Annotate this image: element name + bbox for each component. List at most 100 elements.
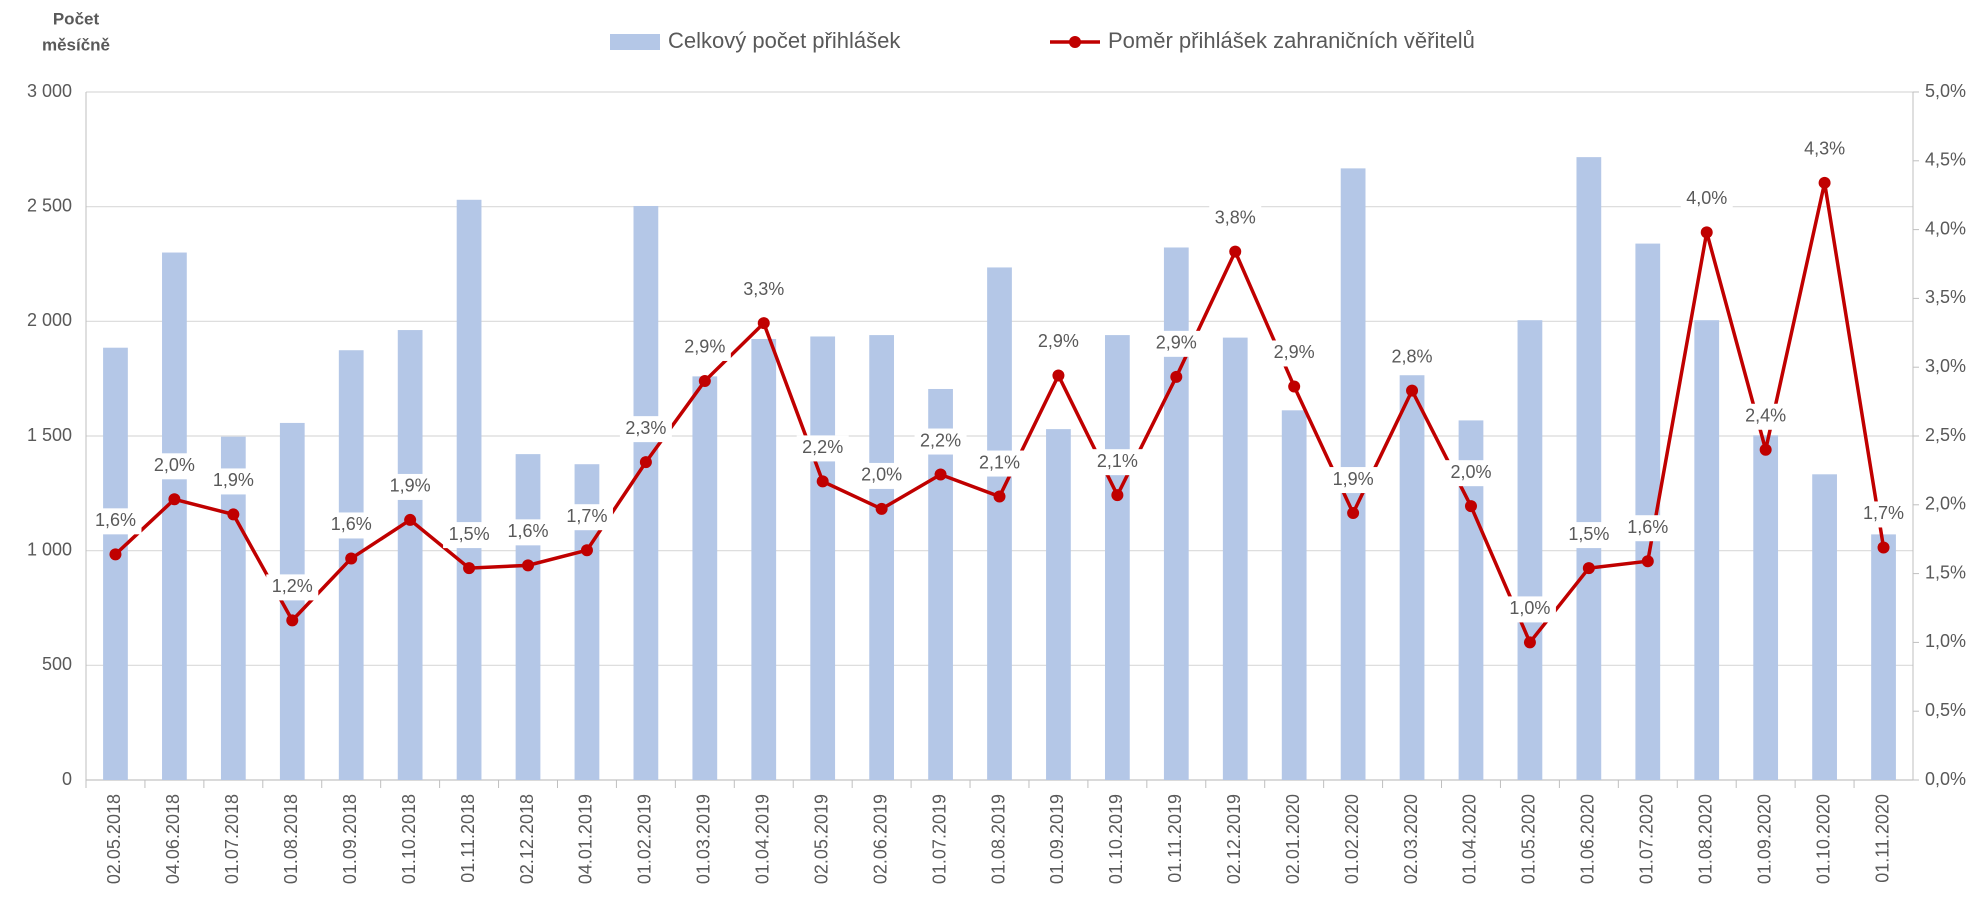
bar (1694, 320, 1720, 780)
marker (1170, 370, 1183, 383)
y-tick-label: 0 (62, 769, 72, 789)
x-tick-label: 01.07.2018 (222, 794, 242, 884)
bar (1163, 247, 1189, 780)
bar (1871, 534, 1896, 780)
y2-tick-label: 0,0% (1925, 769, 1966, 789)
y-tick-label: 2 500 (27, 195, 72, 215)
data-label-bg (737, 277, 790, 304)
x-tick-label: 01.07.2020 (1637, 794, 1657, 884)
data-label: 2,2% (802, 437, 843, 457)
x-tick-label: 01.04.2020 (1460, 794, 1480, 884)
marker (345, 552, 358, 565)
data-label-bg (1562, 522, 1615, 549)
y2-tick-label: 1,5% (1925, 562, 1966, 582)
bar (810, 336, 836, 780)
x-tick-label: 01.11.2019 (1165, 794, 1185, 883)
marker (1523, 636, 1536, 649)
data-label: 2,1% (1097, 451, 1138, 471)
marker (1052, 369, 1065, 382)
legend-label: Celkový počet přihlášek (668, 28, 901, 53)
data-label: 1,6% (508, 521, 549, 541)
x-tick-label: 04.01.2019 (576, 794, 596, 884)
data-label-bg (1444, 460, 1497, 487)
marker (1641, 555, 1654, 568)
bar (751, 338, 777, 780)
data-label: 1,2% (272, 576, 313, 596)
data-label-bg (560, 504, 613, 531)
marker (1288, 380, 1301, 393)
x-tick-label: 01.11.2018 (458, 794, 478, 883)
bar (1046, 429, 1071, 780)
marker (757, 317, 770, 330)
marker (1818, 176, 1831, 189)
bar (397, 330, 423, 780)
x-tick-label: 01.08.2018 (281, 794, 301, 884)
x-tick-label: 02.12.2018 (517, 794, 537, 884)
x-tick-label: 01.09.2019 (1047, 794, 1067, 884)
marker (1700, 226, 1713, 239)
data-label: 2,9% (1156, 333, 1197, 353)
data-label-bg (1268, 340, 1321, 367)
bar (869, 335, 895, 780)
x-tick-label: 01.10.2020 (1813, 794, 1833, 884)
x-tick-label: 02.05.2019 (811, 794, 831, 884)
data-label: 2,8% (1392, 346, 1433, 366)
marker (286, 614, 299, 627)
data-label-bg (325, 512, 378, 539)
bar (1104, 335, 1130, 780)
bar (1281, 410, 1307, 780)
y2-tick-label: 1,0% (1925, 631, 1966, 651)
data-label: 2,9% (1038, 331, 1079, 351)
x-tick-label: 01.08.2020 (1695, 794, 1715, 884)
bar (1753, 435, 1779, 780)
marker (168, 493, 181, 506)
marker (698, 374, 711, 387)
marker (875, 502, 888, 515)
x-tick-label: 01.04.2019 (753, 794, 773, 884)
data-label-bg (1091, 449, 1144, 476)
data-label: 2,1% (979, 452, 1020, 472)
x-tick-label: 01.10.2019 (1106, 794, 1126, 884)
y2-tick-label: 3,5% (1925, 287, 1966, 307)
bar (279, 422, 305, 780)
x-tick-label: 01.08.2019 (988, 794, 1008, 884)
marker (816, 475, 829, 488)
y2-tick-label: 2,5% (1925, 425, 1966, 445)
marker (404, 513, 417, 526)
data-label: 2,3% (625, 418, 666, 438)
bar (1399, 375, 1425, 780)
bar (633, 205, 659, 781)
y-tick-label: 3 000 (27, 81, 72, 101)
x-tick-label: 01.05.2020 (1519, 794, 1539, 884)
data-label-bg (443, 522, 496, 549)
data-label: 2,0% (1450, 462, 1491, 482)
marker (1406, 384, 1419, 397)
x-tick-label: 02.03.2020 (1401, 794, 1421, 884)
marker (227, 508, 240, 521)
data-label: 2,0% (154, 455, 195, 475)
marker (109, 548, 122, 561)
data-label-bg (502, 519, 555, 546)
x-tick-label: 01.09.2020 (1754, 794, 1774, 884)
data-label: 2,9% (684, 337, 725, 357)
data-label-bg (1327, 467, 1380, 494)
data-label: 1,7% (566, 506, 607, 526)
x-tick-label: 01.02.2020 (1342, 794, 1362, 884)
marker (1111, 489, 1124, 502)
legend-label: Poměr přihlášek zahraničních věřitelů (1108, 28, 1475, 53)
marker (522, 559, 535, 572)
data-label: 1,5% (449, 524, 490, 544)
y2-tick-label: 5,0% (1925, 81, 1966, 101)
x-tick-label: 01.03.2019 (694, 794, 714, 884)
x-tick-label: 01.11.2020 (1872, 794, 1892, 883)
data-label-bg (1739, 403, 1792, 430)
data-label-bg (1150, 330, 1203, 357)
data-label: 1,6% (95, 510, 136, 530)
bar (515, 454, 541, 780)
marker (1582, 562, 1595, 575)
y2-tick-label: 3,0% (1925, 356, 1966, 376)
bar (692, 376, 718, 780)
data-label: 2,4% (1745, 406, 1786, 426)
data-label: 4,3% (1804, 139, 1845, 159)
